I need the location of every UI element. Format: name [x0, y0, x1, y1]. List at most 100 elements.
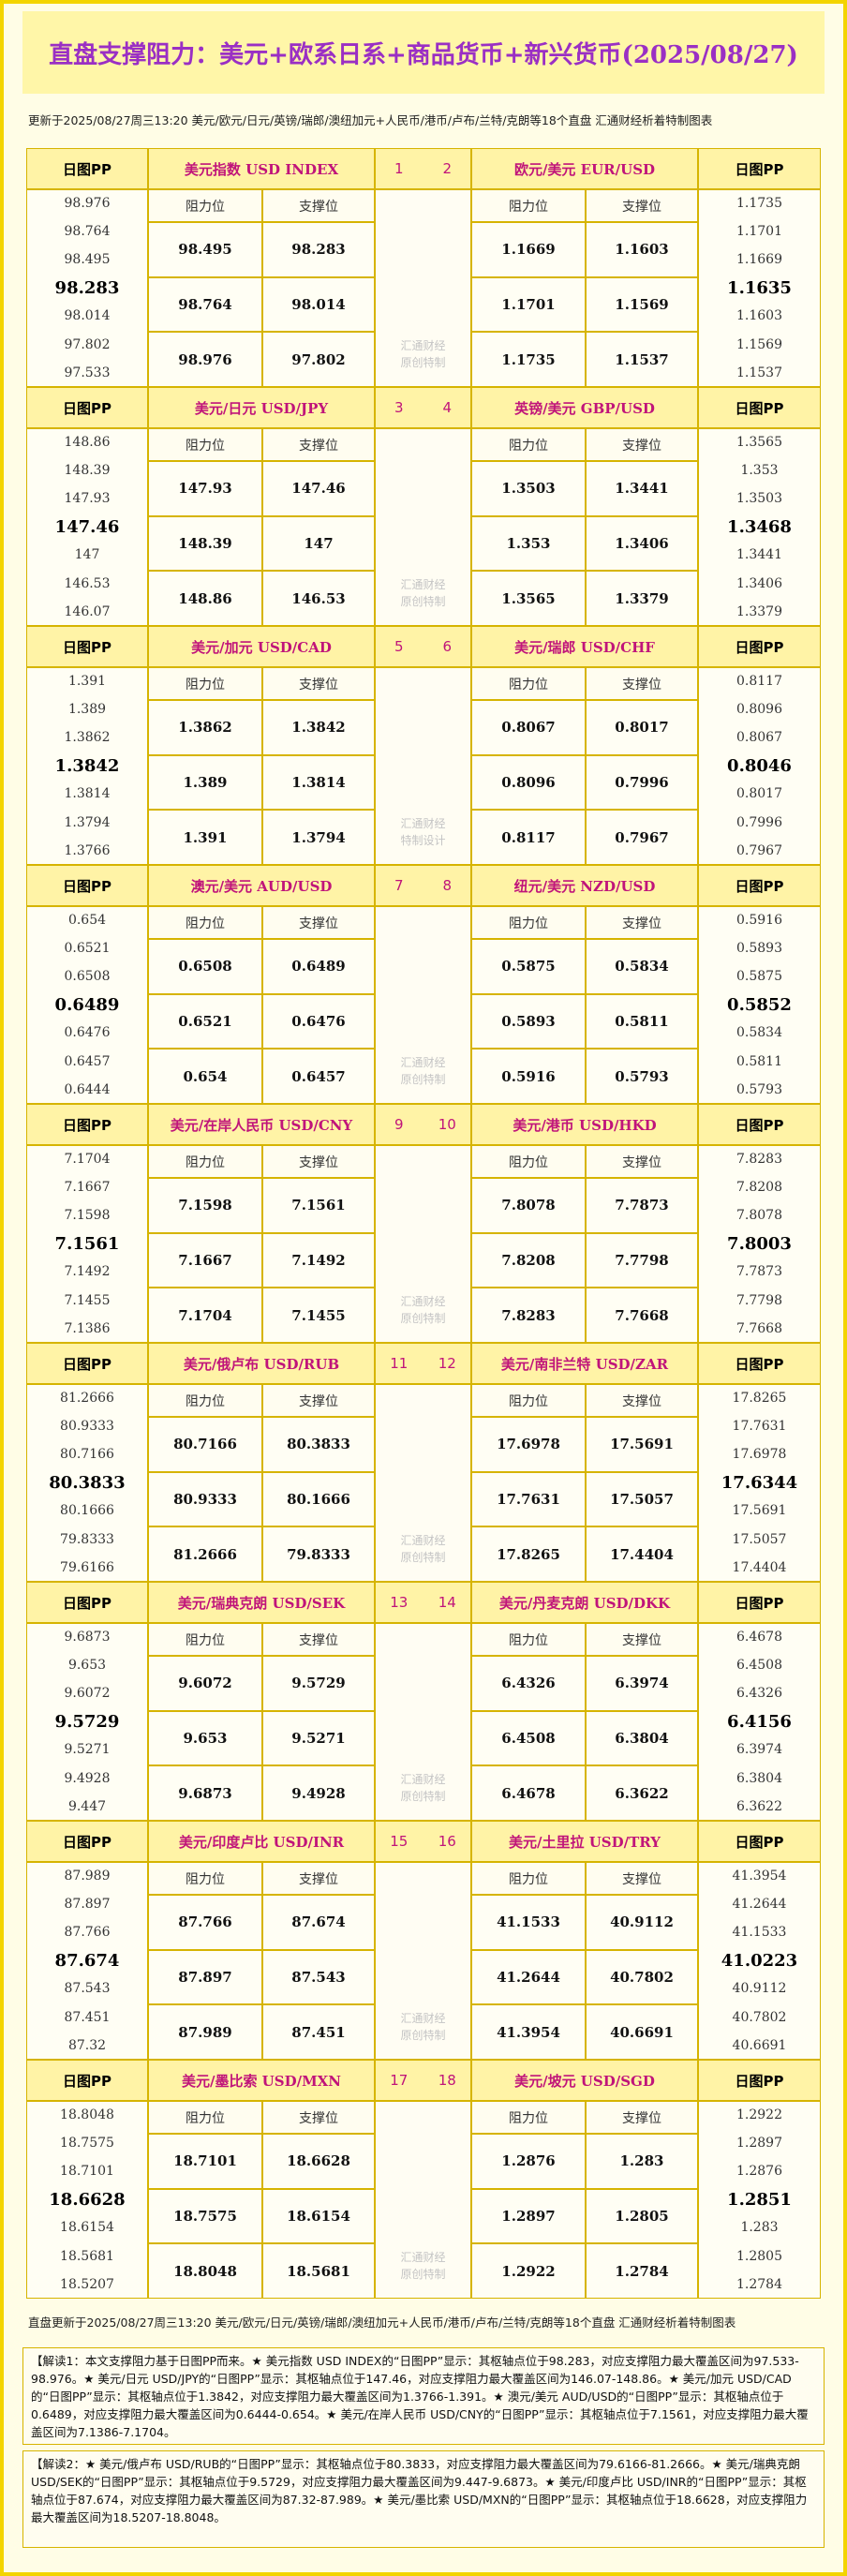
- resistance-header: 阻力位: [471, 2101, 586, 2134]
- support-value: 1.3406: [586, 515, 698, 572]
- support-header: 支撑位: [262, 1145, 375, 1178]
- watermark: 汇通财经 原创特制: [375, 1521, 471, 1577]
- pivot-value: 0.8046: [727, 755, 792, 776]
- pivot-value: 1.2851: [727, 2189, 792, 2210]
- pivot-value: 1.3468: [727, 516, 792, 537]
- support-value: 0.6457: [262, 1049, 375, 1104]
- pp-header: 日图PP: [698, 626, 821, 667]
- pivot-value: 41.0223: [721, 1950, 798, 1971]
- watermark-line: 原创特制: [400, 1551, 446, 1564]
- pp-value: 17.8265: [732, 1391, 787, 1407]
- resistance-value: 18.7575: [148, 2188, 262, 2244]
- resistance-value: 1.3862: [148, 700, 262, 755]
- pair-index: 3: [394, 399, 404, 416]
- resistance-header: 阻力位: [148, 906, 262, 939]
- pp-value: 147: [74, 547, 100, 563]
- resistance-value: 7.1667: [148, 1232, 262, 1288]
- pp-value: 79.6166: [60, 1559, 114, 1575]
- watermark-line: 汇通财经: [400, 578, 446, 591]
- support-header: 支撑位: [586, 2101, 698, 2134]
- resistance-header: 阻力位: [148, 1384, 262, 1417]
- resistance-value: 7.8283: [471, 1288, 586, 1343]
- pp-value: 98.014: [64, 308, 111, 324]
- pp-header: 日图PP: [698, 865, 821, 906]
- resistance-value: 0.8067: [471, 700, 586, 755]
- resistance-value: 41.3954: [471, 2004, 586, 2060]
- pp-value: 18.5207: [60, 2276, 114, 2292]
- resistance-value: 1.2922: [471, 2243, 586, 2299]
- mid-header: [375, 1104, 471, 1145]
- pair-index: 14: [438, 1594, 456, 1611]
- support-value: 40.6691: [586, 2004, 698, 2060]
- pp-value: 7.8283: [736, 1152, 782, 1168]
- resistance-header: 阻力位: [148, 2101, 262, 2134]
- pp-value: 0.654: [67, 913, 107, 929]
- pivot-value: 18.6628: [49, 2189, 126, 2210]
- resistance-value: 1.389: [148, 754, 262, 811]
- pivot-value: 80.3833: [49, 1472, 126, 1493]
- pp-column: [698, 1384, 821, 1582]
- pp-header: 日图PP: [26, 1582, 148, 1623]
- pair-index: 5: [394, 638, 404, 655]
- pp-header: 日图PP: [26, 387, 148, 428]
- resistance-value: 7.1704: [148, 1288, 262, 1343]
- support-value: 98.014: [262, 276, 375, 333]
- pp-value: 9.6873: [64, 1630, 111, 1645]
- support-value: 1.2784: [586, 2243, 698, 2299]
- pp-value: 1.1569: [736, 336, 782, 352]
- support-value: 0.5834: [586, 939, 698, 994]
- support-value: 0.5811: [586, 993, 698, 1050]
- pp-value: 1.2897: [736, 2136, 782, 2152]
- mid-header: [375, 1821, 471, 1862]
- pair-name: 纽元/美元 NZD/USD: [471, 865, 698, 906]
- pp-column: [698, 1623, 821, 1821]
- pair-index: 15: [390, 1833, 409, 1850]
- watermark-line: 原创特制: [400, 356, 446, 369]
- pair-name: 美元/南非兰特 USD/ZAR: [471, 1343, 698, 1384]
- pp-column: [26, 189, 148, 387]
- mid-column: [375, 1623, 471, 1821]
- pp-value: 1.353: [740, 463, 779, 479]
- pp-value: 80.7166: [60, 1447, 114, 1463]
- resistance-value: 0.5875: [471, 939, 586, 994]
- pair-index: 8: [442, 877, 453, 894]
- pp-value: 80.9333: [60, 1419, 114, 1435]
- pivot-value: 1.3842: [54, 755, 120, 776]
- support-value: 7.1492: [262, 1232, 375, 1288]
- resistance-header: 阻力位: [148, 1145, 262, 1178]
- watermark-line: 原创特制: [400, 1790, 446, 1803]
- pp-value: 0.6508: [64, 969, 111, 985]
- pp-value: 87.766: [64, 1925, 111, 1941]
- pp-header: 日图PP: [26, 148, 148, 189]
- pp-value: 87.451: [64, 2009, 111, 2025]
- watermark: 汇通财经 原创特制: [375, 2238, 471, 2294]
- resistance-value: 80.7166: [148, 1417, 262, 1472]
- support-value: 9.5729: [262, 1656, 375, 1711]
- pair-name: 美元指数 USD INDEX: [148, 148, 375, 189]
- pp-value: 7.1492: [64, 1264, 111, 1280]
- pp-value: 1.2784: [736, 2276, 782, 2292]
- pp-value: 7.8208: [736, 1180, 782, 1196]
- pivot-value: 1.1635: [727, 277, 792, 298]
- pp-value: 1.1669: [736, 252, 782, 268]
- pp-value: 9.447: [67, 1798, 107, 1814]
- watermark-line: 汇通财经: [400, 1534, 446, 1547]
- pair-index: 7: [394, 877, 404, 894]
- support-value: 146.53: [262, 571, 375, 626]
- pp-value: 87.897: [64, 1897, 111, 1913]
- pp-value: 7.1598: [64, 1208, 111, 1224]
- resistance-value: 6.4678: [471, 1765, 586, 1821]
- watermark-line: 特制设计: [400, 834, 446, 847]
- resistance-value: 7.8208: [471, 1232, 586, 1288]
- pp-value: 1.3565: [736, 435, 782, 451]
- pp-value: 40.6691: [732, 2037, 787, 2053]
- pp-column: [698, 906, 821, 1104]
- support-value: 80.1666: [262, 1471, 375, 1527]
- resistance-header: 阻力位: [148, 1623, 262, 1656]
- resistance-value: 1.1735: [471, 332, 586, 387]
- resistance-value: 147.93: [148, 461, 262, 516]
- support-value: 1.3842: [262, 700, 375, 755]
- resistance-value: 17.8265: [471, 1526, 586, 1582]
- support-value: 80.3833: [262, 1417, 375, 1472]
- support-header: 支撑位: [586, 189, 698, 222]
